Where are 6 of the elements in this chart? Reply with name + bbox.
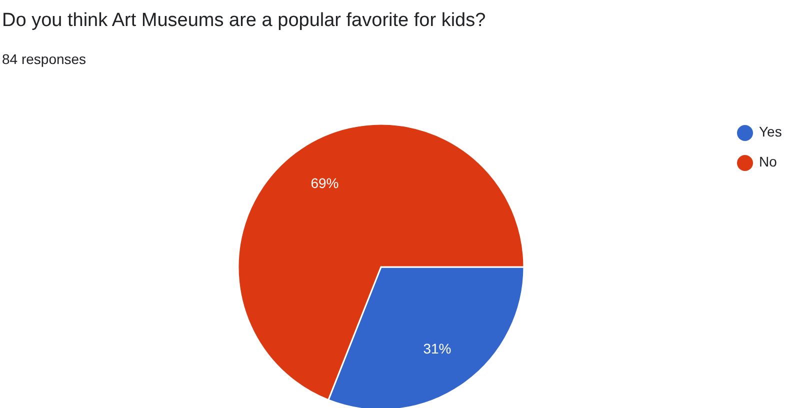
legend-label: No — [759, 154, 778, 170]
legend-label: Yes — [759, 124, 782, 140]
data-label: 31% — [423, 340, 452, 356]
chart-title: Do you think Art Museums are a popular favorite for kids? — [2, 10, 486, 31]
data-label: 69% — [310, 174, 339, 191]
text: 84 responses — [2, 51, 86, 67]
